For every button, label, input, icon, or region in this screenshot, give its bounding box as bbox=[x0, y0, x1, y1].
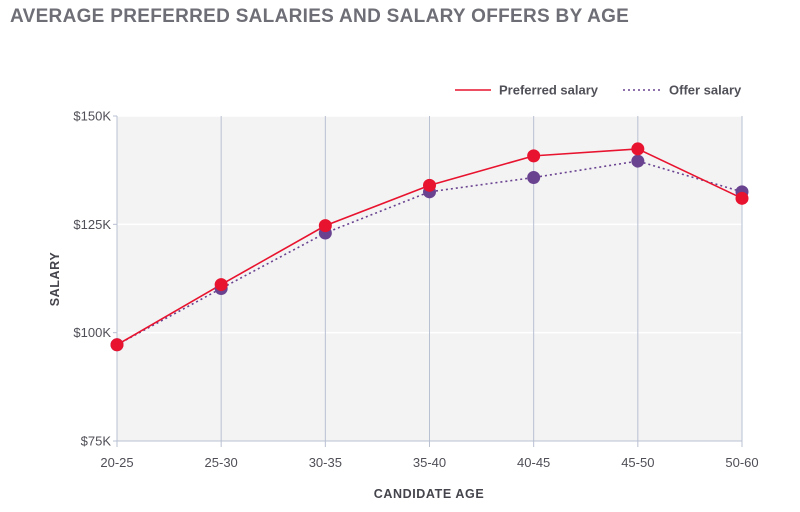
data-point-offer bbox=[527, 171, 541, 185]
data-point-preferred bbox=[423, 178, 436, 192]
y-axis-title: SALARY bbox=[48, 252, 62, 307]
data-point-preferred bbox=[527, 149, 541, 163]
axes: $75K $100K $125K $150K 20-25 25-30 30-35 35-40 4… bbox=[73, 109, 758, 471]
chart-title: AVERAGE PREFERRED SALARIES AND SALARY OF… bbox=[10, 6, 630, 27]
y-tick-label: $150K bbox=[73, 109, 111, 124]
data-point-preferred bbox=[631, 142, 645, 156]
x-tick-label: 30-35 bbox=[309, 455, 342, 470]
x-tick-label: 40-45 bbox=[517, 455, 550, 470]
legend-label-offer: Offer salary bbox=[669, 83, 742, 98]
y-tick-label: $100K bbox=[73, 325, 111, 340]
x-tick-label: 45-50 bbox=[621, 455, 654, 470]
data-point-preferred bbox=[110, 338, 124, 352]
legend: Preferred salary Offer salary bbox=[455, 83, 742, 98]
data-point-preferred bbox=[214, 278, 228, 292]
x-tick-label: 20-25 bbox=[100, 455, 133, 470]
y-tick-label: $125K bbox=[73, 217, 111, 232]
grid-lines bbox=[116, 115, 743, 447]
data-point-offer bbox=[631, 154, 645, 168]
y-tick-label: $75K bbox=[81, 434, 112, 449]
x-axis-title: CANDIDATE AGE bbox=[374, 487, 485, 501]
series-markers bbox=[110, 142, 749, 352]
data-point-preferred bbox=[318, 219, 332, 233]
x-tick-label: 25-30 bbox=[205, 455, 238, 470]
legend-label-preferred: Preferred salary bbox=[499, 83, 599, 98]
x-tick-label: 35-40 bbox=[413, 455, 446, 470]
data-point-preferred bbox=[735, 191, 749, 205]
x-tick-label: 50-60 bbox=[725, 455, 758, 470]
